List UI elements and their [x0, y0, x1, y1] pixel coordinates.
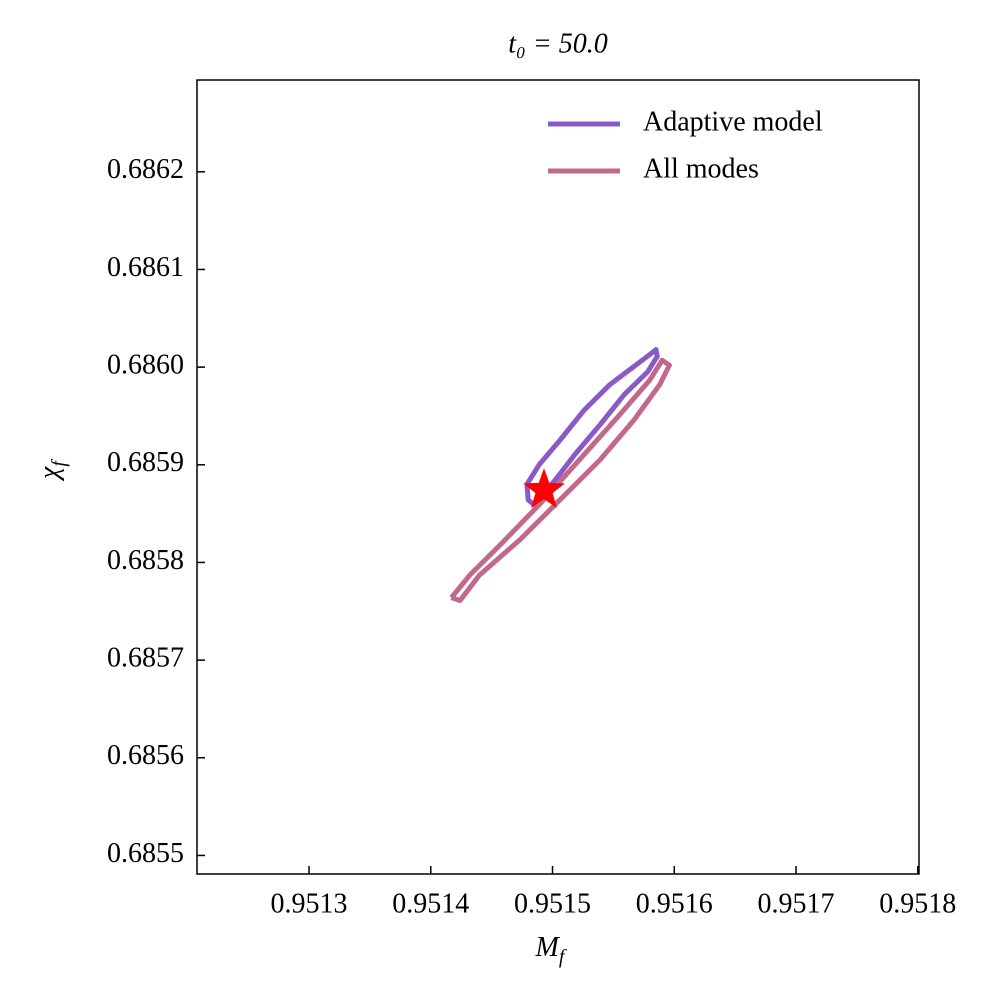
x-label-sub: f [559, 946, 567, 968]
x-tick-label: 0.9518 [879, 888, 956, 919]
x-label-main: M [535, 932, 561, 963]
x-tick-label: 0.9513 [271, 888, 348, 919]
x-tick-label: 0.9516 [636, 888, 713, 919]
y-tick-label: 0.6862 [107, 154, 184, 185]
legend-label: All modes [643, 153, 759, 184]
chart-title: t₀ = 50.0 [508, 28, 607, 59]
y-label-main: χ [34, 466, 65, 482]
y-label-sub: f [48, 459, 70, 467]
y-tick-label: 0.6861 [107, 252, 184, 283]
y-tick-label: 0.6856 [107, 740, 184, 771]
x-axis-label: Mf [535, 932, 567, 967]
y-axis-label: χf [34, 459, 69, 482]
y-tick-label: 0.6860 [107, 350, 184, 381]
contour-line [449, 357, 672, 604]
star-marker [523, 468, 565, 508]
y-tick-label: 0.6857 [107, 643, 184, 674]
y-tick-label: 0.6859 [107, 447, 184, 478]
legend-label: Adaptive model [643, 106, 823, 137]
y-tick-label: 0.6858 [107, 545, 184, 576]
plot-frame [196, 79, 920, 875]
x-tick-label: 0.9515 [514, 888, 591, 919]
y-tick-label: 0.6855 [107, 838, 184, 869]
x-tick-label: 0.9517 [758, 888, 835, 919]
x-tick-label: 0.9514 [392, 888, 469, 919]
